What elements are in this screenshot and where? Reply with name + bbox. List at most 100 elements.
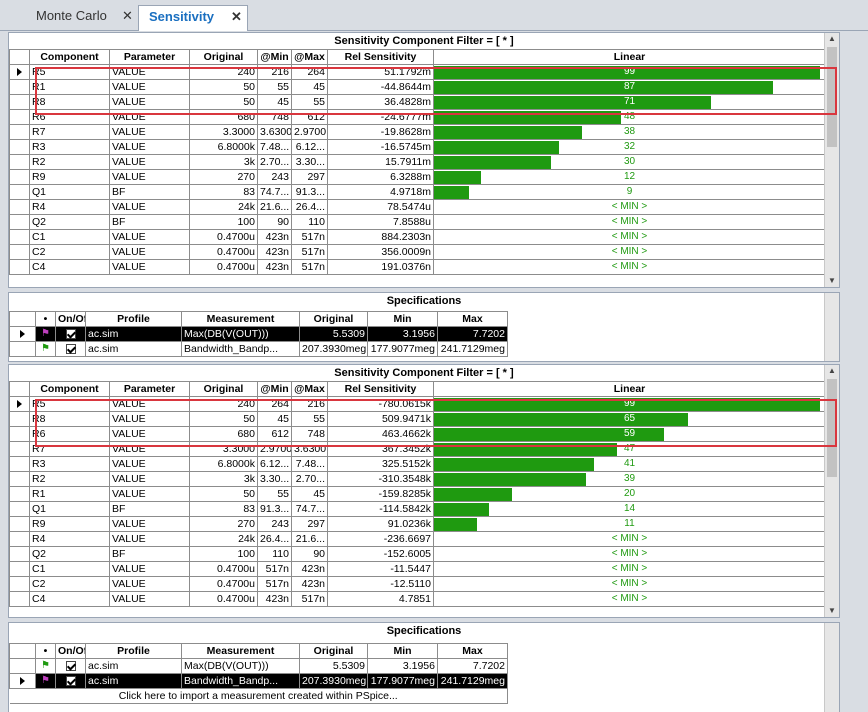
rel-sensitivity-cell[interactable]: 509.9471k	[327, 411, 434, 427]
min-cell[interactable]: 2.70...	[257, 154, 292, 170]
min-cell[interactable]: 3.6300	[257, 124, 292, 140]
max-cell[interactable]: 612	[291, 109, 328, 125]
table-row[interactable]: C4 VALUE 0.4700u 423n 517n 4.7851 < MIN >	[9, 591, 826, 607]
linear-cell[interactable]: 11	[433, 516, 826, 532]
column-header[interactable]: Linear	[433, 49, 826, 65]
original-cell[interactable]: 50	[189, 94, 258, 110]
linear-cell[interactable]: 41	[433, 456, 826, 472]
table-row[interactable]: R7 VALUE 3.3000 2.9700 3.6300 367.3452k 47	[9, 441, 826, 457]
column-header[interactable]: @Min	[257, 381, 292, 397]
row-header[interactable]	[9, 244, 30, 260]
column-header[interactable]: Max	[437, 643, 508, 659]
component-cell[interactable]: Q2	[29, 214, 110, 230]
max-cell[interactable]: 45	[291, 486, 328, 502]
rel-sensitivity-cell[interactable]: -310.3548k	[327, 471, 434, 487]
column-header[interactable]: Parameter	[109, 381, 190, 397]
min-cell[interactable]: 2.9700	[257, 441, 292, 457]
vertical-scrollbar[interactable]: ▲ ▼	[824, 365, 839, 617]
min-cell[interactable]: 6.12...	[257, 456, 292, 472]
table-row[interactable]: Q2 BF 100 90 110 7.8588u < MIN >	[9, 214, 826, 230]
table-row[interactable]: C1 VALUE 0.4700u 423n 517n 884.2303n < MIN >	[9, 229, 826, 245]
max-cell[interactable]: 21.6...	[291, 531, 328, 547]
original-cell[interactable]: 240	[189, 64, 258, 80]
scroll-up-icon[interactable]: ▲	[828, 34, 836, 43]
column-header[interactable]: Original	[189, 381, 258, 397]
checkbox-checked-icon[interactable]	[65, 661, 76, 672]
column-header[interactable]: Original	[189, 49, 258, 65]
rel-sensitivity-cell[interactable]: 325.5152k	[327, 456, 434, 472]
linear-cell[interactable]: < MIN >	[433, 546, 826, 562]
onoff-cell[interactable]	[55, 341, 86, 357]
original-cell[interactable]: 50	[189, 411, 258, 427]
parameter-cell[interactable]: BF	[109, 184, 190, 200]
original-cell[interactable]: 3.3000	[189, 441, 258, 457]
component-cell[interactable]: C1	[29, 561, 110, 577]
table-row[interactable]: ⚑ ac.sim Bandwidth_Bandp... 207.3930meg 177.…	[9, 673, 508, 689]
parameter-cell[interactable]: VALUE	[109, 441, 190, 457]
original-cell[interactable]: 24k	[189, 531, 258, 547]
tab-sensitivity[interactable]: Sensitivity ✕	[138, 5, 248, 31]
parameter-cell[interactable]: VALUE	[109, 169, 190, 185]
row-header[interactable]	[9, 673, 36, 689]
column-header[interactable]: Min	[367, 311, 438, 327]
flag-cell[interactable]: ⚑	[35, 326, 56, 342]
component-cell[interactable]: R3	[29, 456, 110, 472]
rel-sensitivity-cell[interactable]: -159.8285k	[327, 486, 434, 502]
min-cell[interactable]: 748	[257, 109, 292, 125]
onoff-cell[interactable]	[55, 673, 86, 689]
max-cell[interactable]: 241.7129meg	[437, 341, 508, 357]
linear-cell[interactable]: 39	[433, 471, 826, 487]
rel-sensitivity-cell[interactable]: 15.7911m	[327, 154, 434, 170]
max-cell[interactable]: 6.12...	[291, 139, 328, 155]
flag-cell[interactable]: ⚑	[35, 673, 56, 689]
component-cell[interactable]: R5	[29, 396, 110, 412]
rel-sensitivity-cell[interactable]: -19.8628m	[327, 124, 434, 140]
row-header[interactable]	[9, 94, 30, 110]
import-row[interactable]: Click here to import a measurement creat…	[9, 688, 508, 704]
max-cell[interactable]: 3.30...	[291, 154, 328, 170]
rel-sensitivity-cell[interactable]: -152.6005	[327, 546, 434, 562]
row-header[interactable]	[9, 124, 30, 140]
min-cell[interactable]: 45	[257, 94, 292, 110]
linear-cell[interactable]: 48	[433, 109, 826, 125]
component-cell[interactable]: R4	[29, 199, 110, 215]
table-row[interactable]: R3 VALUE 6.8000k 6.12... 7.48... 325.5152k 41	[9, 456, 826, 472]
rel-sensitivity-cell[interactable]: 367.3452k	[327, 441, 434, 457]
linear-cell[interactable]: 87	[433, 79, 826, 95]
row-header[interactable]	[9, 471, 30, 487]
min-cell[interactable]: 423n	[257, 229, 292, 245]
column-header[interactable]: Component	[29, 381, 110, 397]
parameter-cell[interactable]: VALUE	[109, 456, 190, 472]
min-cell[interactable]: 177.9077meg	[367, 673, 438, 689]
row-header[interactable]	[9, 441, 30, 457]
scroll-down-icon[interactable]: ▼	[828, 276, 836, 285]
table-row[interactable]: C1 VALUE 0.4700u 517n 423n -11.5447 < MIN >	[9, 561, 826, 577]
measurement-cell[interactable]: Bandwidth_Bandp...	[181, 341, 300, 357]
parameter-cell[interactable]: VALUE	[109, 591, 190, 607]
component-cell[interactable]: C4	[29, 259, 110, 275]
column-header[interactable]: Rel Sensitivity	[327, 49, 434, 65]
rel-sensitivity-cell[interactable]: -16.5745m	[327, 139, 434, 155]
max-cell[interactable]: 55	[291, 94, 328, 110]
parameter-cell[interactable]: VALUE	[109, 139, 190, 155]
min-cell[interactable]: 423n	[257, 259, 292, 275]
parameter-cell[interactable]: VALUE	[109, 244, 190, 260]
row-header[interactable]	[9, 576, 30, 592]
original-cell[interactable]: 83	[189, 184, 258, 200]
row-header[interactable]	[9, 486, 30, 502]
min-cell[interactable]: 26.4...	[257, 531, 292, 547]
column-header[interactable]: Rel Sensitivity	[327, 381, 434, 397]
rel-sensitivity-cell[interactable]: 356.0009n	[327, 244, 434, 260]
linear-cell[interactable]: 65	[433, 411, 826, 427]
table-row[interactable]: R9 VALUE 270 243 297 6.3288m 12	[9, 169, 826, 185]
parameter-cell[interactable]: VALUE	[109, 229, 190, 245]
min-cell[interactable]: 90	[257, 214, 292, 230]
min-cell[interactable]: 517n	[257, 576, 292, 592]
table-row[interactable]: R4 VALUE 24k 21.6... 26.4... 78.5474u < MIN >	[9, 199, 826, 215]
min-cell[interactable]: 3.1956	[367, 326, 438, 342]
rel-sensitivity-cell[interactable]: 51.1792m	[327, 64, 434, 80]
original-cell[interactable]: 3k	[189, 154, 258, 170]
parameter-cell[interactable]: VALUE	[109, 516, 190, 532]
rel-sensitivity-cell[interactable]: -24.6777m	[327, 109, 434, 125]
row-header[interactable]	[9, 64, 30, 80]
